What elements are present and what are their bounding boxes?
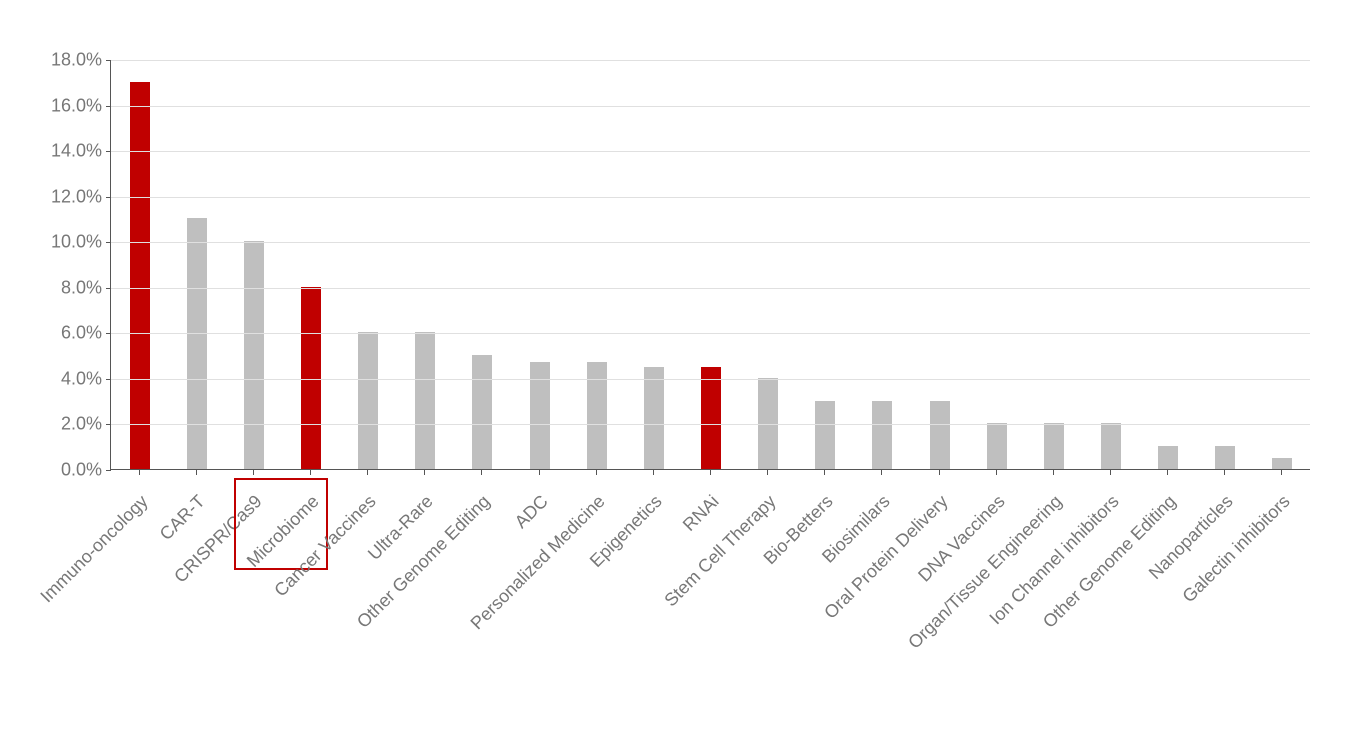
xtick-mark xyxy=(939,470,940,475)
xtick-mark xyxy=(253,470,254,475)
xtick-mark xyxy=(881,470,882,475)
bar xyxy=(1101,423,1121,469)
xtick-mark xyxy=(596,470,597,475)
xtick-mark xyxy=(1224,470,1225,475)
bar xyxy=(930,401,950,469)
bar xyxy=(1044,423,1064,469)
ytick-mark xyxy=(106,424,111,425)
x-labels-group: Immuno-oncologyCAR-TCRISPR/Cas9Microbiom… xyxy=(110,470,1310,750)
xtick-mark xyxy=(367,470,368,475)
xtick-mark xyxy=(767,470,768,475)
xtick-mark xyxy=(196,470,197,475)
bar xyxy=(987,423,1007,469)
ytick-label: 0.0% xyxy=(32,460,102,481)
bar xyxy=(358,332,378,469)
bar xyxy=(758,378,778,469)
ytick-label: 2.0% xyxy=(32,414,102,435)
bar-chart: 0.0% 2.0% 4.0% 6.0% 8.0% 10.0% 12.0% 14.0% 16.0%… xyxy=(30,60,1330,710)
ytick-mark xyxy=(106,333,111,334)
bar xyxy=(701,367,721,470)
ytick-mark xyxy=(106,379,111,380)
gridline xyxy=(111,333,1310,334)
ytick-label: 12.0% xyxy=(32,186,102,207)
gridline xyxy=(111,197,1310,198)
bar xyxy=(472,355,492,469)
xtick-mark xyxy=(824,470,825,475)
ytick-label: 10.0% xyxy=(32,232,102,253)
bar xyxy=(1272,458,1292,469)
ytick-label: 4.0% xyxy=(32,368,102,389)
ytick-mark xyxy=(106,197,111,198)
xtick-mark xyxy=(424,470,425,475)
gridline xyxy=(111,151,1310,152)
xtick-mark xyxy=(653,470,654,475)
xtick-mark xyxy=(481,470,482,475)
xtick-mark xyxy=(1167,470,1168,475)
bar xyxy=(1158,446,1178,469)
xtick-mark xyxy=(1110,470,1111,475)
xtick-mark xyxy=(539,470,540,475)
bar xyxy=(187,218,207,469)
xtick-mark xyxy=(1053,470,1054,475)
gridline xyxy=(111,288,1310,289)
bar xyxy=(872,401,892,469)
xtick-mark xyxy=(139,470,140,475)
ytick-mark xyxy=(106,60,111,61)
bar xyxy=(815,401,835,469)
bar xyxy=(1215,446,1235,469)
gridline xyxy=(111,242,1310,243)
bars-group xyxy=(111,60,1310,469)
bar xyxy=(644,367,664,470)
gridline xyxy=(111,60,1310,61)
plot-area: 0.0%2.0%4.0%6.0%8.0%10.0%12.0%14.0%16.0%… xyxy=(110,60,1310,470)
xtick-mark xyxy=(996,470,997,475)
ytick-mark xyxy=(106,151,111,152)
ytick-mark xyxy=(106,288,111,289)
xtick-mark xyxy=(1281,470,1282,475)
xtick-mark xyxy=(710,470,711,475)
ytick-label: 16.0% xyxy=(32,95,102,116)
xtick-mark xyxy=(310,470,311,475)
ytick-mark xyxy=(106,106,111,107)
ytick-label: 14.0% xyxy=(32,141,102,162)
ytick-label: 18.0% xyxy=(32,50,102,71)
gridline xyxy=(111,106,1310,107)
ytick-label: 6.0% xyxy=(32,323,102,344)
bar xyxy=(415,332,435,469)
gridline xyxy=(111,424,1310,425)
gridline xyxy=(111,379,1310,380)
bar xyxy=(130,82,150,469)
bar xyxy=(244,241,264,469)
ytick-label: 8.0% xyxy=(32,277,102,298)
ytick-mark xyxy=(106,242,111,243)
